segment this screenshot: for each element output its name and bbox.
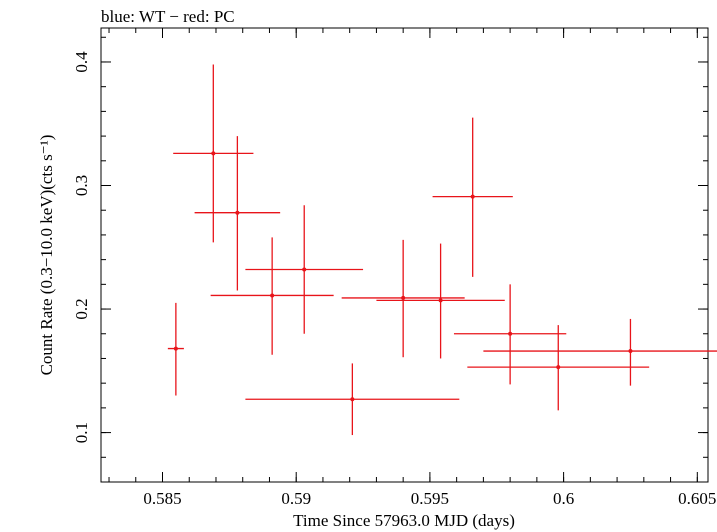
data-series: [167, 64, 717, 436]
data-marker: [211, 151, 216, 156]
data-marker: [628, 349, 633, 354]
y-axis-label: Count Rate (0.3−10.0 keV)(cts s⁻¹): [37, 135, 56, 376]
data-marker: [438, 298, 443, 303]
data-point: [341, 239, 465, 358]
data-point: [376, 243, 505, 359]
data-point: [173, 64, 254, 243]
y-tick-label: 0.3: [72, 175, 91, 196]
plot-frame: [100, 27, 709, 483]
data-marker: [270, 293, 275, 298]
data-marker: [556, 365, 561, 370]
x-axis-label: Time Since 57963.0 MJD (days): [293, 511, 515, 530]
y-tick-label: 0.2: [72, 298, 91, 319]
data-point: [210, 237, 334, 355]
data-marker: [235, 210, 240, 215]
data-point: [194, 136, 281, 291]
minor-ticks: [101, 28, 708, 483]
data-point: [483, 318, 717, 386]
x-tick-label: 0.59: [281, 489, 311, 508]
x-tick-label: 0.585: [143, 489, 181, 508]
data-point: [432, 117, 513, 277]
data-point: [453, 284, 567, 385]
y-tick-label: 0.4: [72, 51, 91, 73]
data-point: [245, 205, 364, 334]
x-tick-label: 0.605: [678, 489, 716, 508]
x-tick-label: 0.595: [411, 489, 449, 508]
y-tick-labels: 0.1 0.2 0.3 0.4: [72, 51, 91, 443]
data-marker: [173, 346, 178, 351]
data-point: [167, 302, 184, 396]
data-point: [467, 325, 650, 411]
major-ticks: [101, 28, 708, 482]
data-marker: [350, 397, 355, 402]
data-marker: [470, 194, 475, 199]
x-tick-labels: 0.585 0.59 0.595 0.6 0.605: [143, 489, 716, 508]
chart-title: blue: WT − red: PC: [101, 7, 235, 26]
data-marker: [508, 331, 513, 336]
data-point: [245, 363, 460, 436]
data-marker: [401, 295, 406, 300]
x-tick-label: 0.6: [553, 489, 574, 508]
y-tick-label: 0.1: [72, 422, 91, 443]
data-marker: [302, 267, 307, 272]
